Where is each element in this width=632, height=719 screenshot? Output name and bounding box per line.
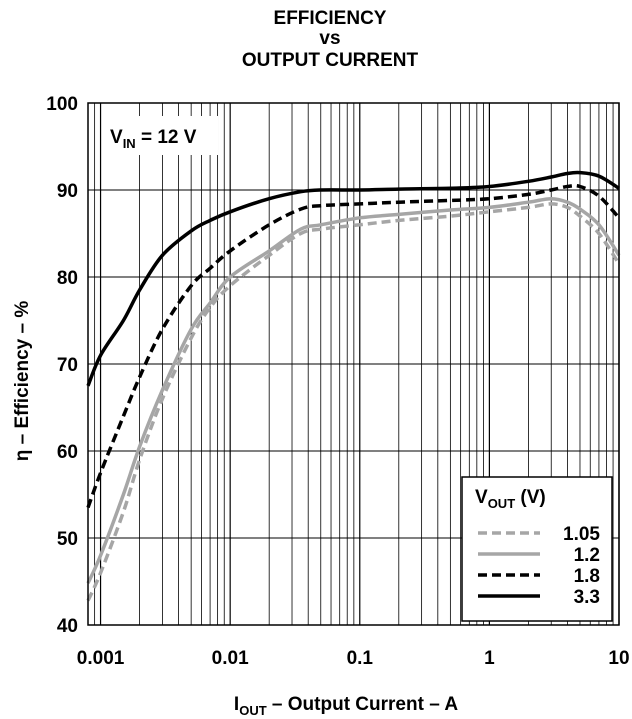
x-tick-label: 10 — [608, 648, 629, 669]
legend-label-1.05: 1.05 — [563, 524, 600, 545]
y-axis-title: η – Efficiency – % — [12, 301, 33, 462]
series-line-1.2 — [86, 196, 621, 584]
vin-annotation-sub: IN — [123, 136, 136, 151]
plot-frame — [87, 102, 620, 626]
legend-label-1.2: 1.2 — [574, 545, 600, 566]
vin-annotation-box — [103, 116, 218, 155]
legend-title-main: V — [475, 487, 488, 508]
y-tick-label: 100 — [46, 94, 78, 115]
y-tick-label: 50 — [57, 529, 78, 550]
x-axis-title-sub: OUT — [239, 703, 267, 718]
x-tick-labels: 0.001 0.01 0.1 1 10 — [77, 648, 630, 669]
x-tick-label: 0.01 — [212, 648, 249, 669]
series-line-1.8 — [86, 183, 621, 509]
x-tick-label: 0.001 — [77, 648, 125, 669]
legend-entries: 1.051.21.83.3 — [478, 524, 600, 608]
y-tick-label: 90 — [57, 181, 78, 202]
y-tick-label: 70 — [57, 355, 78, 376]
vin-annotation: VIN = 12 V — [110, 127, 197, 151]
x-axis-title: IOUT – Output Current – A — [234, 694, 458, 718]
y-tick-label: 40 — [57, 616, 78, 637]
legend-label-1.8: 1.8 — [574, 566, 600, 587]
legend-title-rest: (V) — [515, 487, 546, 508]
series-line-3.3 — [86, 170, 620, 387]
chart-title-line-3: OUTPUT CURRENT — [242, 50, 419, 71]
y-tick-label: 80 — [57, 268, 78, 289]
series-layer — [86, 170, 621, 602]
chart-title-line-1: EFFICIENCY — [274, 8, 387, 29]
legend-label-3.3: 3.3 — [574, 587, 600, 608]
series-line-1.05 — [86, 202, 621, 602]
vin-annotation-main: V — [110, 127, 123, 148]
vin-annotation-rest: = 12 V — [136, 127, 197, 148]
chart-title-line-2: vs — [319, 28, 340, 49]
x-axis-title-main: I — [234, 694, 239, 715]
x-tick-label: 0.1 — [347, 648, 374, 669]
legend: VOUT (V) 1.051.21.83.3 — [461, 476, 613, 622]
y-tick-labels: 40 50 60 70 80 90 100 — [46, 94, 78, 637]
x-tick-label: 1 — [484, 648, 495, 669]
x-axis-title-rest: – Output Current – A — [267, 694, 459, 715]
legend-title-sub: OUT — [488, 496, 516, 511]
legend-title: VOUT (V) — [475, 487, 546, 511]
y-tick-label: 60 — [57, 442, 78, 463]
